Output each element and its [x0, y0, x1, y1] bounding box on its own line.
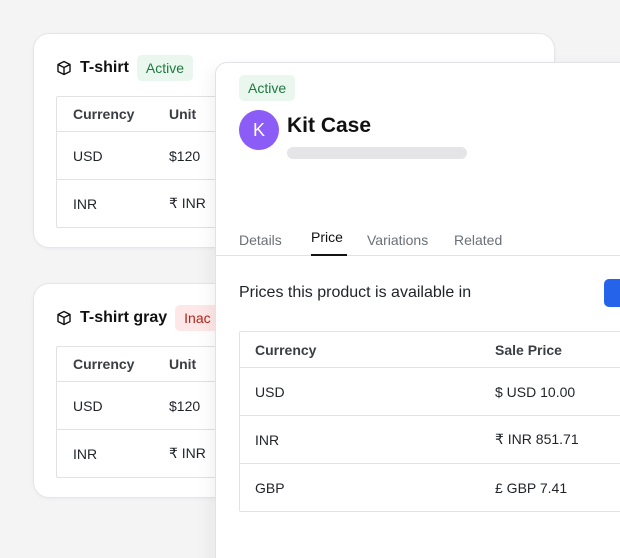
tab-related[interactable]: Related [454, 232, 503, 248]
tab-variations[interactable]: Variations [367, 232, 429, 248]
cell-currency: GBP [255, 479, 285, 496]
add-price-button[interactable] [604, 279, 620, 307]
active-tab-indicator [311, 254, 347, 256]
cell-currency: INR [73, 195, 98, 212]
status-badge: Active [239, 75, 296, 101]
table-row[interactable]: INR ₹ INR 851.71 [240, 415, 620, 463]
column-header-currency: Currency [73, 106, 135, 122]
table-row[interactable]: USD $ USD 10.00 [240, 367, 620, 415]
cell-unit-price: $120 [169, 147, 201, 164]
cell-unit-price: ₹ INR [169, 195, 206, 211]
table-header-row: Currency Sale Price [240, 332, 620, 367]
cell-currency: USD [73, 147, 103, 164]
cell-currency: INR [73, 445, 98, 462]
cell-currency: USD [255, 383, 285, 400]
cell-unit-price: $120 [169, 397, 201, 414]
product-title: T-shirt [80, 59, 129, 76]
cell-sale-price: $ USD 10.00 [495, 383, 576, 400]
page-title: Kit Case [287, 114, 372, 137]
loading-placeholder [287, 147, 467, 159]
product-detail-panel: Active K Kit Case Details Price Variatio… [215, 62, 620, 558]
cell-currency: INR [255, 431, 280, 448]
column-header-currency: Currency [73, 356, 135, 372]
column-header-currency: Currency [255, 341, 317, 358]
column-header-unit: Unit [169, 356, 197, 372]
product-card-header: T-shirt Active [56, 55, 194, 81]
box-icon [57, 60, 71, 76]
cell-unit-price: ₹ INR [169, 445, 206, 461]
cell-sale-price: £ GBP 7.41 [495, 479, 568, 496]
sale-price-table: Currency Sale Price USD $ USD 10.00 INR … [239, 331, 620, 512]
cell-sale-price: ₹ INR 851.71 [495, 431, 579, 447]
table-row[interactable]: GBP £ GBP 7.41 [240, 463, 620, 511]
tab-bar: Details Price Variations Related [216, 223, 620, 256]
status-badge: Active [136, 55, 194, 81]
section-heading: Prices this product is available in [239, 284, 472, 301]
product-title: T-shirt gray [80, 309, 168, 326]
tab-price[interactable]: Price [311, 229, 343, 245]
status-badge: Inac [175, 305, 220, 331]
tab-details[interactable]: Details [239, 232, 282, 248]
column-header-unit: Unit [169, 106, 197, 122]
table-header-row: Currency Unit [57, 347, 535, 381]
product-card-header: T-shirt gray Inac [56, 305, 220, 331]
table-header-row: Currency Unit [57, 97, 535, 131]
box-icon [57, 310, 71, 326]
avatar: K [239, 110, 279, 150]
cell-currency: USD [73, 397, 103, 414]
column-header-sale-price: Sale Price [495, 341, 562, 358]
